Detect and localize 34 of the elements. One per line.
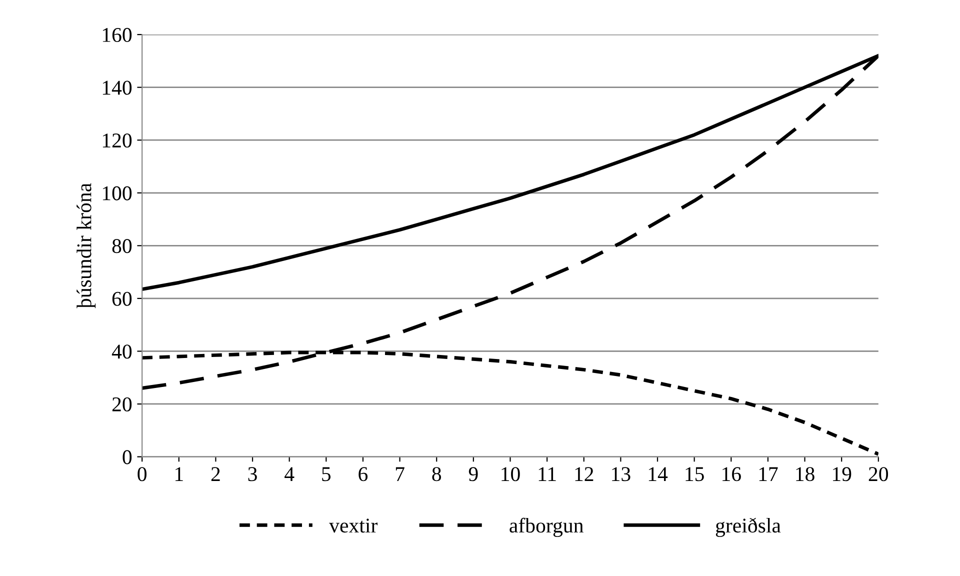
- y-tick-label: 100: [102, 186, 132, 200]
- x-tick-label: 19: [833, 467, 852, 482]
- y-tick-label: 140: [102, 80, 132, 95]
- x-tick-label: 6: [358, 467, 368, 482]
- x-tick-label: 18: [796, 467, 814, 482]
- y-tick-label: 120: [102, 133, 132, 148]
- x-tick-label: 1: [176, 467, 183, 481]
- x-tick-label: 4: [284, 467, 294, 481]
- x-tick-label: 14: [648, 467, 668, 481]
- y-tick-label: 160: [102, 28, 132, 42]
- x-tick-label: 17: [759, 467, 778, 481]
- x-tick-label: 8: [432, 467, 442, 482]
- x-tick-label: 10: [502, 467, 520, 482]
- x-tick-label: 3: [248, 467, 257, 482]
- legend-label: afborgun: [510, 518, 584, 537]
- y-tick-label: 80: [112, 239, 132, 254]
- x-tick-label: 5: [322, 467, 331, 482]
- x-tick-label: 9: [468, 467, 478, 482]
- x-tick-label: 15: [686, 467, 704, 482]
- x-tick-label: 7: [396, 467, 404, 481]
- x-tick-label: 13: [612, 467, 630, 482]
- y-tick-label: 40: [112, 344, 132, 359]
- legend-label: vextir: [329, 518, 378, 533]
- y-axis-title: þúsundir króna: [76, 183, 96, 308]
- y-tick-label: 60: [112, 292, 132, 306]
- y-tick-label: 20: [112, 397, 132, 412]
- y-tick-label: 0: [122, 450, 132, 464]
- x-tick-label: 0: [138, 467, 146, 482]
- x-tick-label: 11: [538, 467, 556, 481]
- legend-label: greiðsla: [716, 518, 781, 537]
- x-tick-label: 20: [868, 467, 888, 482]
- x-tick-label: 12: [575, 467, 594, 481]
- x-tick-label: 16: [722, 467, 741, 482]
- x-tick-label: 2: [211, 467, 220, 481]
